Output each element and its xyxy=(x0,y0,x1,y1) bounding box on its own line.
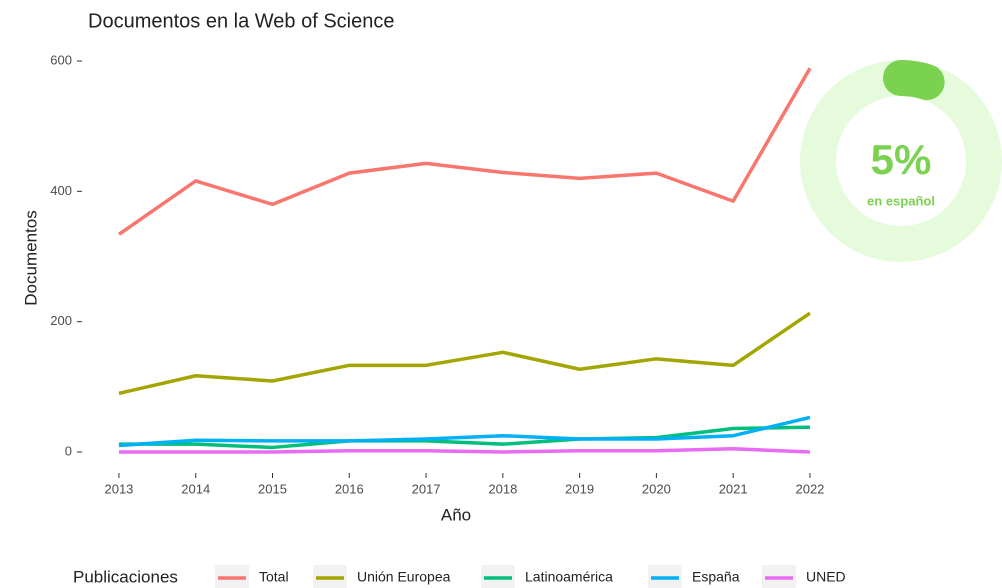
y-tick-label: 400 xyxy=(50,183,72,198)
x-axis-label: Año xyxy=(441,505,471,524)
donut-value: 5% xyxy=(871,136,932,183)
donut-arc xyxy=(883,60,945,101)
x-tick-label: 2020 xyxy=(642,481,671,496)
legend-label: Latinoamérica xyxy=(525,569,613,585)
legend-label: España xyxy=(692,569,740,585)
x-tick-label: 2015 xyxy=(258,481,287,496)
y-tick-label: 0 xyxy=(65,443,72,458)
series-line xyxy=(118,446,811,454)
legend-title: Publicaciones xyxy=(73,567,178,586)
legend-label: Total xyxy=(259,569,289,585)
series-line xyxy=(117,67,812,236)
x-tick-label: 2017 xyxy=(412,481,441,496)
x-tick-label: 2018 xyxy=(488,481,517,496)
legend-label: Unión Europea xyxy=(357,569,451,585)
x-tick-label: 2016 xyxy=(335,481,364,496)
y-tick-label: 600 xyxy=(50,52,72,67)
x-tick-label: 2013 xyxy=(104,481,133,496)
series-line xyxy=(118,425,810,450)
x-tick-label: 2019 xyxy=(565,481,594,496)
series-line xyxy=(118,311,811,396)
donut-label: en español xyxy=(867,193,935,208)
x-tick-label: 2014 xyxy=(181,481,210,496)
legend-label: UNED xyxy=(806,569,846,585)
y-tick-label: 200 xyxy=(50,313,72,328)
chart-title: Documentos en la Web of Science xyxy=(88,10,394,32)
x-tick-label: 2022 xyxy=(795,481,824,496)
series-line xyxy=(118,415,811,448)
y-axis-label: Documentos xyxy=(21,210,40,305)
x-tick-label: 2021 xyxy=(719,481,748,496)
